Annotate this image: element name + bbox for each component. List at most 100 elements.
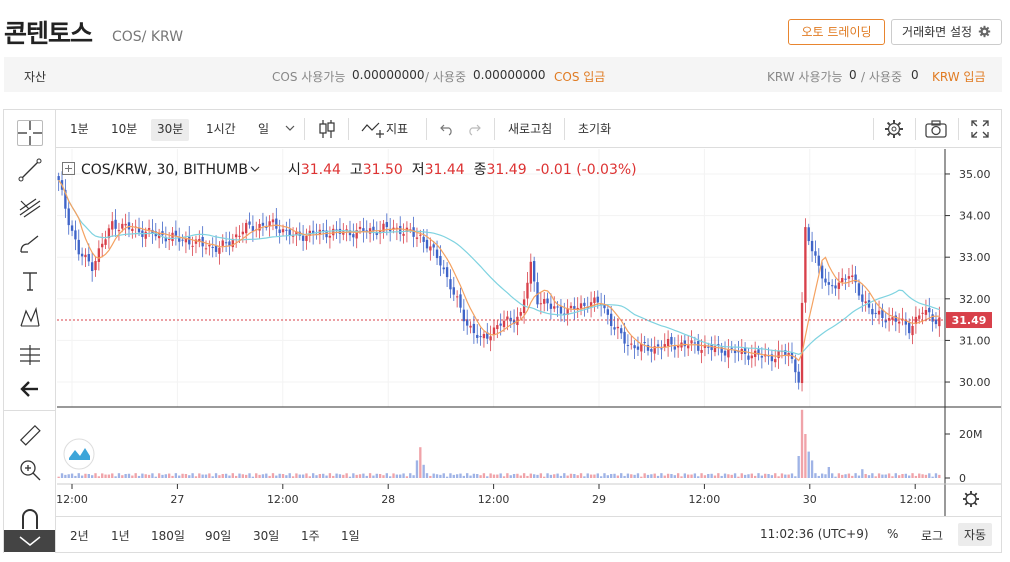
interval-day[interactable]: 일 bbox=[258, 122, 270, 136]
brush-icon[interactable] bbox=[17, 231, 43, 257]
volume-bar bbox=[710, 473, 713, 478]
volume-bar bbox=[522, 473, 526, 478]
magnet-icon[interactable] bbox=[17, 506, 43, 532]
candle-body bbox=[184, 238, 188, 243]
volume-bar bbox=[897, 475, 901, 478]
legend-symbol[interactable]: COS/KRW, 30, BITHUMB bbox=[81, 162, 248, 178]
camera-icon[interactable] bbox=[925, 120, 947, 138]
log-toggle[interactable]: 로그 bbox=[921, 529, 944, 543]
chevron-down-icon[interactable] bbox=[284, 124, 296, 134]
candle-body bbox=[496, 325, 499, 330]
candle-body bbox=[730, 347, 733, 349]
tradingview-logo[interactable] bbox=[63, 438, 95, 470]
volume-bar bbox=[372, 475, 375, 478]
candle-body bbox=[854, 274, 857, 283]
candle-body bbox=[368, 228, 372, 234]
candle-body bbox=[747, 355, 750, 360]
volume-bar bbox=[636, 473, 640, 478]
candle-body bbox=[851, 275, 854, 278]
volume-bar bbox=[666, 473, 670, 478]
volume-bar bbox=[760, 475, 764, 478]
candle-body bbox=[268, 221, 271, 227]
volume-bar bbox=[596, 473, 599, 478]
undo-icon[interactable] bbox=[439, 122, 455, 136]
time-axis-settings-icon[interactable] bbox=[963, 491, 979, 507]
crosshair-icon[interactable] bbox=[17, 120, 43, 146]
volume-bar bbox=[188, 475, 191, 478]
auto-trading-button[interactable]: 오토 트레이딩 bbox=[788, 19, 885, 45]
arrow-left-icon[interactable] bbox=[17, 376, 43, 402]
candle-body bbox=[727, 349, 730, 358]
percent-toggle[interactable]: % bbox=[887, 527, 899, 541]
volume-bar bbox=[255, 473, 258, 478]
volume-bar bbox=[298, 474, 301, 478]
indicators-icon[interactable] bbox=[360, 119, 386, 139]
range-1d[interactable]: 1일 bbox=[341, 529, 360, 543]
candle-body bbox=[492, 327, 496, 335]
volume-bar bbox=[395, 474, 399, 478]
range-2y[interactable]: 2년 bbox=[70, 529, 89, 543]
candle-body bbox=[757, 349, 760, 355]
candle-body bbox=[80, 253, 84, 257]
range-30d[interactable]: 30일 bbox=[253, 529, 280, 543]
settings-gear-icon[interactable] bbox=[884, 119, 904, 139]
volume-bar bbox=[482, 473, 486, 478]
text-icon[interactable] bbox=[17, 268, 43, 294]
volume-bar bbox=[512, 473, 516, 478]
candle-body bbox=[271, 219, 275, 223]
candle-body bbox=[918, 315, 921, 319]
volume-bar bbox=[358, 474, 362, 478]
pattern-icon[interactable] bbox=[17, 305, 43, 331]
candle-body bbox=[633, 345, 636, 349]
fib-icon[interactable] bbox=[17, 194, 43, 220]
time-tick-label: 12:00 bbox=[689, 493, 721, 506]
volume-bar bbox=[161, 474, 164, 478]
candle-body bbox=[449, 279, 452, 290]
measure-range-icon[interactable] bbox=[17, 342, 43, 368]
reset-button[interactable]: 초기화 bbox=[578, 122, 612, 136]
indicators-button[interactable]: 지표 bbox=[386, 122, 409, 136]
auto-scale-toggle[interactable]: 자동 bbox=[958, 523, 993, 546]
volume-bar bbox=[258, 474, 261, 478]
zoom-in-icon[interactable] bbox=[17, 457, 43, 483]
candle-body bbox=[867, 300, 871, 308]
price-chart[interactable]: 35.00 34.00 33.00 32.00 31.00 30.00 20M 0 12:0… bbox=[57, 149, 1001, 516]
volume-bar bbox=[817, 475, 820, 478]
settings-button[interactable]: 거래화면 설정 bbox=[891, 19, 1002, 45]
range-90d[interactable]: 90일 bbox=[205, 529, 232, 543]
expand-legend-icon[interactable] bbox=[62, 162, 75, 175]
candle-body bbox=[713, 346, 717, 353]
redo-icon[interactable] bbox=[466, 122, 482, 136]
candle-body bbox=[526, 282, 529, 299]
volume-bar bbox=[452, 474, 455, 478]
krw-deposit-link[interactable]: KRW 입금 bbox=[932, 70, 986, 84]
volume-bar bbox=[804, 434, 807, 478]
ma-long-line bbox=[58, 179, 940, 355]
interval-10m[interactable]: 10분 bbox=[111, 122, 138, 136]
interval-1m[interactable]: 1분 bbox=[70, 122, 89, 136]
ruler-icon[interactable] bbox=[17, 422, 43, 448]
range-1w[interactable]: 1주 bbox=[301, 529, 320, 543]
volume-bar bbox=[670, 474, 673, 478]
range-1y[interactable]: 1년 bbox=[111, 529, 130, 543]
refresh-button[interactable]: 새로고침 bbox=[508, 122, 553, 136]
chevron-down-icon[interactable] bbox=[250, 166, 260, 174]
volume-bar bbox=[626, 473, 630, 478]
candle-body bbox=[881, 309, 884, 319]
volume-bar bbox=[573, 474, 576, 478]
volume-bar bbox=[921, 474, 924, 478]
trendline-icon[interactable] bbox=[17, 157, 43, 183]
volume-bar bbox=[154, 476, 157, 478]
volume-bar bbox=[616, 475, 620, 478]
interval-30m[interactable]: 30분 bbox=[151, 119, 190, 141]
volume-bar bbox=[469, 475, 472, 478]
collapse-toolbar-button[interactable] bbox=[4, 530, 55, 552]
asset-label: 자산 bbox=[24, 70, 47, 84]
chart-legend: COS/KRW, 30, BITHUMB 시31.44 고31.50 저31.44… bbox=[62, 159, 637, 179]
candle-body bbox=[931, 314, 934, 322]
range-180d[interactable]: 180일 bbox=[151, 529, 185, 543]
cos-deposit-link[interactable]: COS 입금 bbox=[554, 70, 606, 84]
interval-1h[interactable]: 1시간 bbox=[206, 122, 236, 136]
fullscreen-icon[interactable] bbox=[971, 120, 989, 138]
candle-type-icon[interactable] bbox=[318, 118, 336, 140]
